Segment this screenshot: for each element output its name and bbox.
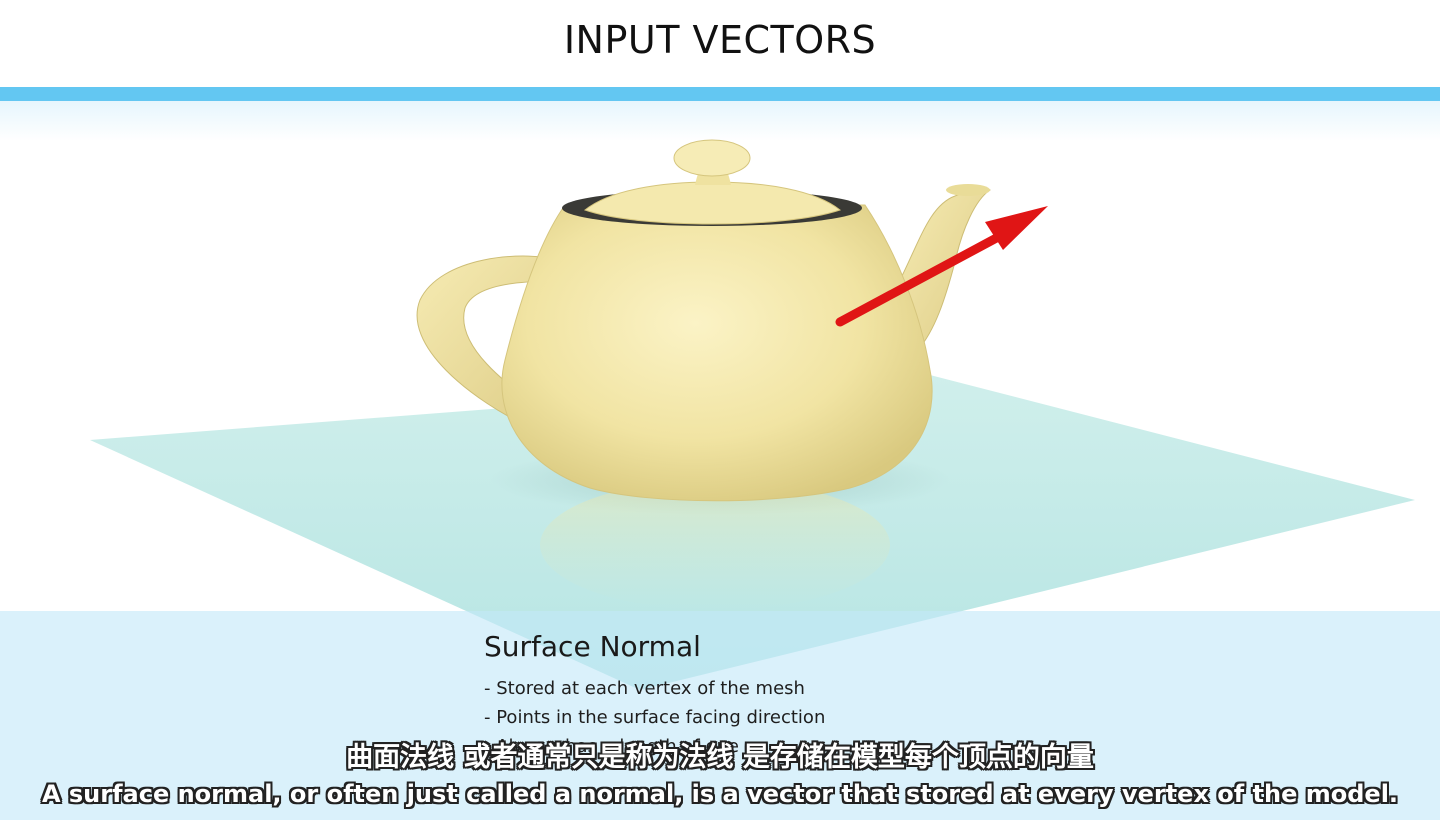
- info-text-block: Surface Normal - Stored at each vertex o…: [484, 628, 825, 761]
- info-bullet-3: - Always has a length of one: [484, 736, 739, 757]
- teapot-lid-knob: [673, 139, 751, 177]
- normal-arrow-shaft: [835, 230, 1007, 327]
- teapot-reflection: [540, 480, 890, 610]
- info-heading: Surface Normal: [484, 630, 701, 663]
- subtitle-chinese: 曲面法线 或者通常只是称为法线 是存储在模型每个顶点的向量: [346, 742, 1094, 773]
- info-panel: [0, 611, 1440, 820]
- info-bullet-1: - Stored at each vertex of the mesh: [484, 678, 805, 699]
- accent-bar-glow: [0, 101, 1440, 141]
- slide-title: INPUT VECTORS: [563, 18, 877, 62]
- normal-arrow-head: [985, 206, 1048, 250]
- teapot-lid: [583, 181, 842, 225]
- accent-bar: [0, 87, 1440, 101]
- teapot-body: [501, 204, 933, 502]
- subtitle-english: A surface normal, or often just called a…: [41, 780, 1399, 808]
- teapot-spout-tip: [946, 184, 990, 196]
- info-bullet-2: - Points in the surface facing direction: [484, 707, 826, 728]
